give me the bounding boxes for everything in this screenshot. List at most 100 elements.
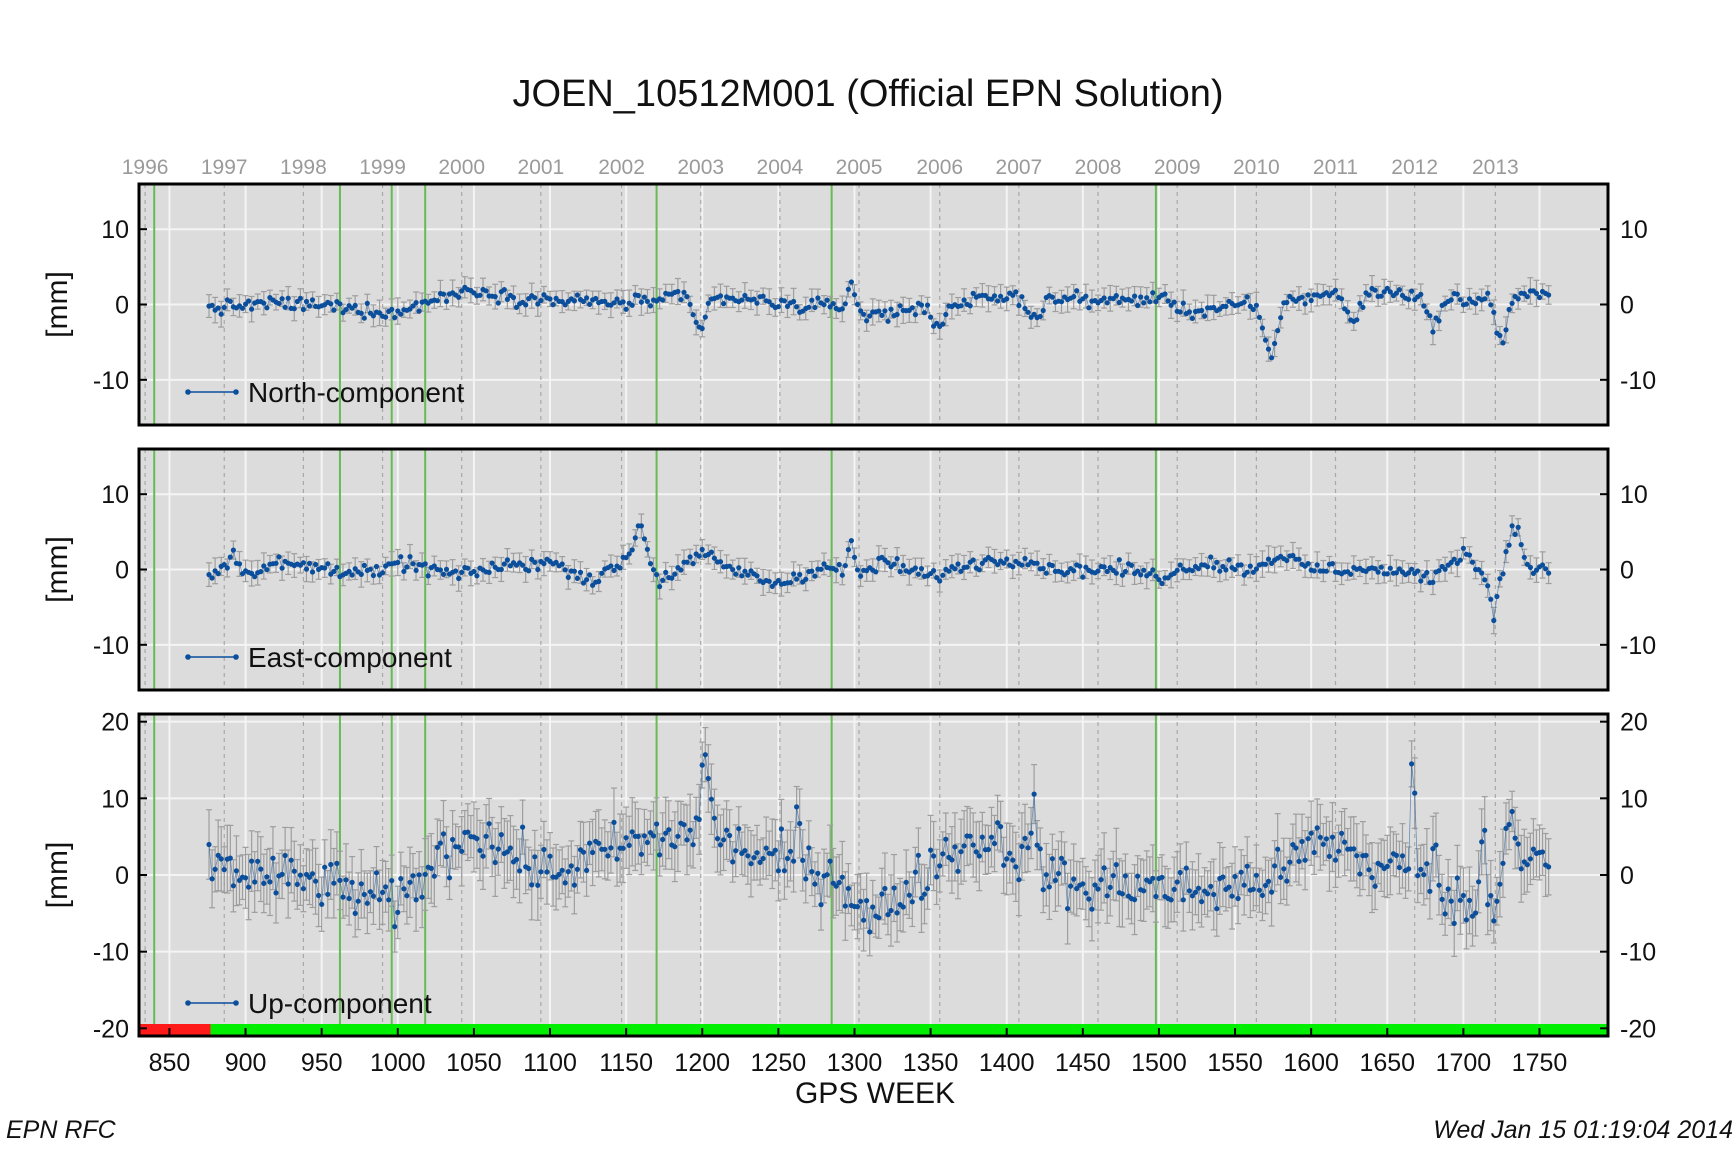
data-point: [1159, 874, 1165, 880]
data-point: [1119, 891, 1125, 897]
data-point: [1272, 340, 1278, 347]
data-point: [410, 303, 416, 309]
data-point: [900, 904, 906, 910]
data-point: [851, 292, 858, 298]
data-point: [888, 907, 894, 914]
data-point: [794, 804, 800, 810]
y-tick-label-left: -10: [93, 939, 129, 967]
data-point: [352, 910, 358, 917]
data-point: [1226, 884, 1232, 890]
data-point: [879, 891, 885, 897]
data-point: [1460, 892, 1466, 899]
data-point: [1476, 567, 1482, 573]
y-tick-label-right: -10: [1620, 632, 1656, 660]
data-point: [894, 556, 900, 562]
data-point: [1189, 568, 1195, 574]
data-point: [1043, 872, 1049, 878]
data-point: [1530, 570, 1536, 577]
data-point: [1463, 301, 1469, 307]
data-point: [273, 560, 279, 566]
data-point: [459, 848, 465, 854]
data-point: [1290, 552, 1296, 559]
data-point: [791, 571, 797, 577]
data-point: [227, 554, 233, 560]
data-point: [380, 889, 386, 896]
data-point: [431, 873, 437, 879]
data-point: [1317, 834, 1323, 840]
data-point: [1360, 304, 1366, 310]
series-points: [206, 752, 1552, 935]
data-point: [584, 295, 590, 301]
data-point: [273, 890, 279, 896]
legend-label: Up-component: [248, 988, 432, 1019]
data-point: [870, 904, 876, 910]
data-point: [717, 559, 724, 565]
data-point: [358, 571, 364, 578]
data-point: [1302, 301, 1308, 307]
data-point: [1122, 568, 1128, 575]
data-point: [355, 898, 361, 904]
y-tick-label-right: 10: [1620, 785, 1648, 813]
data-point: [1396, 287, 1402, 293]
data-point: [419, 894, 425, 900]
data-point: [1436, 568, 1442, 574]
data-point: [1171, 886, 1177, 893]
data-point: [626, 842, 632, 849]
data-point: [991, 558, 998, 564]
data-point: [398, 311, 404, 317]
data-point: [1515, 841, 1521, 847]
data-point: [535, 566, 541, 573]
data-point: [453, 568, 459, 574]
series-points: [206, 523, 1552, 624]
data-point: [1016, 302, 1022, 309]
y-tick-label-left: 0: [115, 557, 129, 585]
data-point: [370, 893, 376, 899]
data-point: [1205, 891, 1211, 897]
data-point: [921, 891, 928, 897]
data-point: [1256, 887, 1262, 893]
y-tick-label-right: 0: [1620, 862, 1634, 890]
y-tick-label-left: -10: [93, 632, 129, 660]
data-point: [1485, 583, 1491, 589]
data-point: [1080, 574, 1086, 580]
data-point: [821, 561, 827, 567]
data-point: [1332, 857, 1339, 863]
data-point: [504, 557, 510, 563]
data-point: [1326, 853, 1332, 860]
data-point: [361, 315, 367, 321]
data-point: [1071, 876, 1077, 882]
data-point: [437, 840, 443, 846]
data-point: [1372, 566, 1378, 572]
data-point: [638, 299, 645, 305]
data-point: [456, 844, 462, 850]
data-point: [1418, 291, 1424, 297]
data-point: [982, 292, 989, 299]
data-point: [1116, 557, 1122, 563]
y-tick-label-right: 20: [1620, 709, 1648, 737]
data-point: [361, 562, 367, 569]
data-point: [608, 563, 614, 569]
data-point: [1259, 325, 1265, 331]
data-point: [815, 295, 821, 301]
data-point: [313, 878, 319, 884]
data-point: [940, 851, 946, 857]
data-point: [943, 836, 949, 842]
data-point: [486, 569, 492, 576]
y-axis-label: [mm]: [41, 536, 74, 603]
data-point: [702, 314, 708, 320]
data-point: [894, 910, 900, 916]
legend-marker: [185, 389, 191, 395]
data-point: [940, 321, 946, 327]
year-tick-label: 2005: [836, 156, 883, 179]
data-point: [1083, 890, 1089, 896]
data-point: [1506, 821, 1512, 828]
data-point: [1150, 875, 1156, 881]
data-point: [1211, 304, 1217, 311]
data-point: [684, 837, 690, 843]
data-point: [1083, 293, 1089, 299]
data-point: [1022, 555, 1028, 562]
data-point: [221, 562, 227, 568]
data-point: [1311, 568, 1317, 574]
data-point: [1460, 545, 1466, 551]
data-point: [854, 301, 861, 307]
